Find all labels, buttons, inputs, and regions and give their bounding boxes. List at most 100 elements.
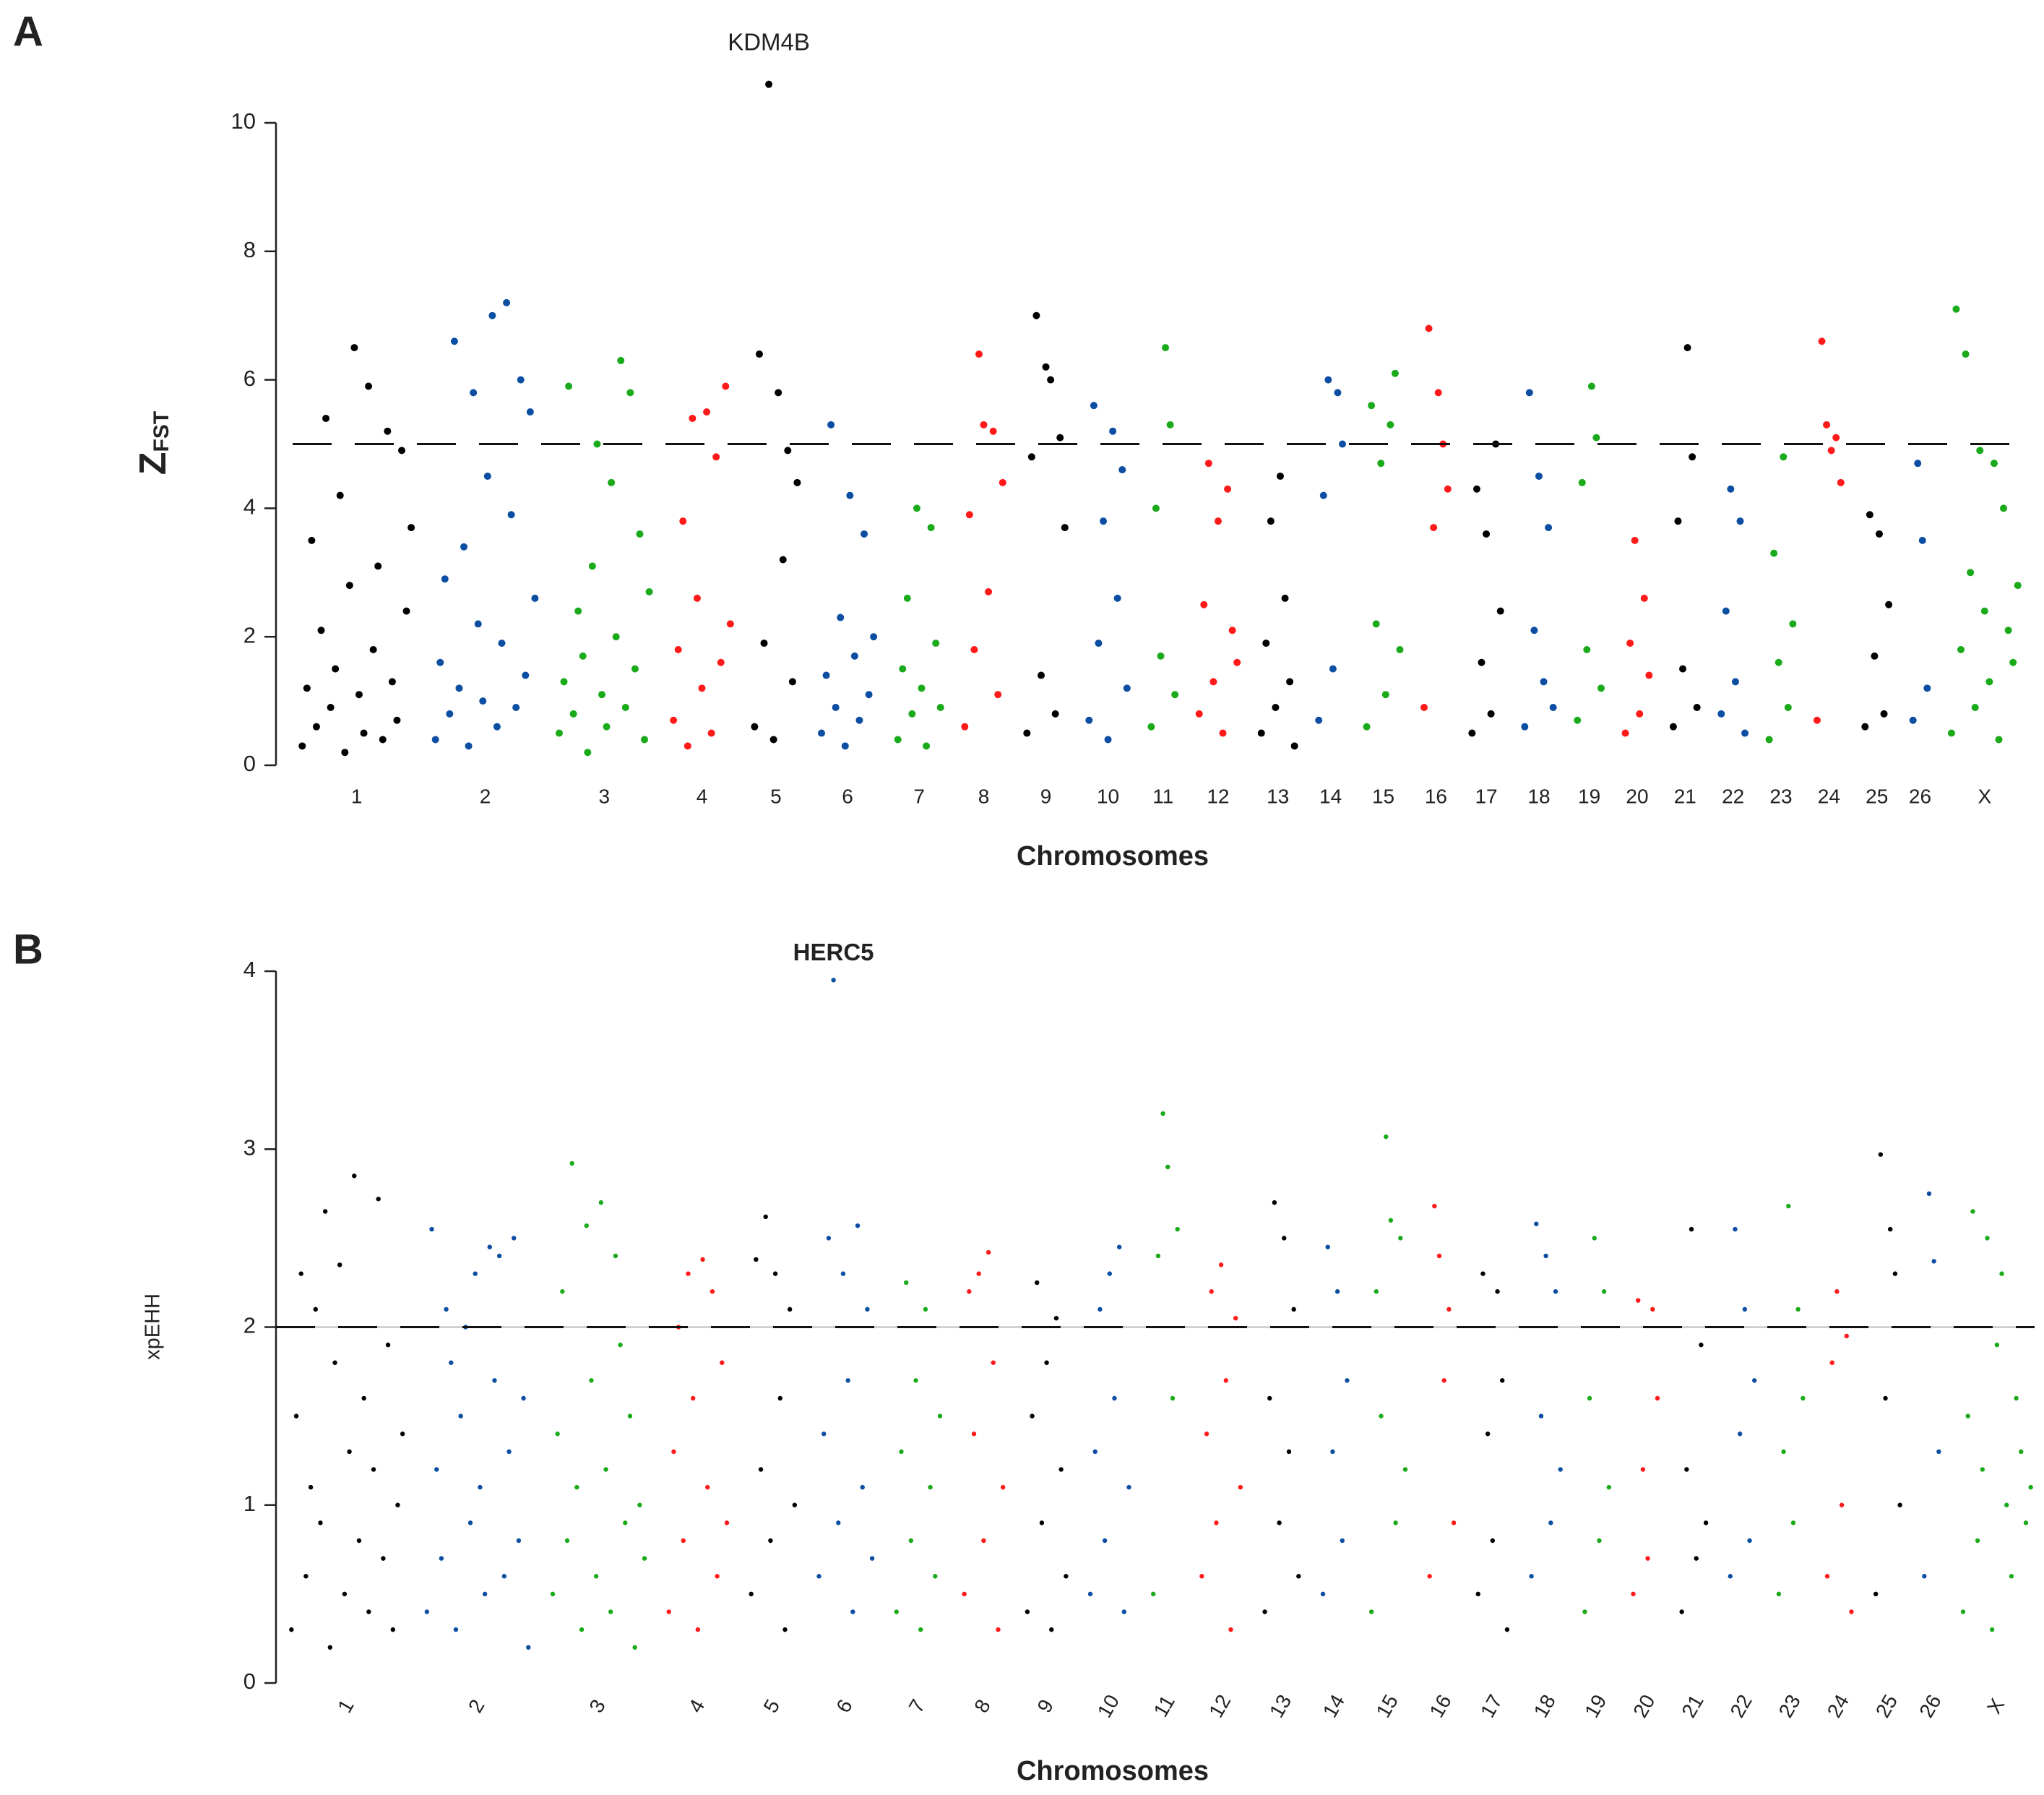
snp-point [1645,671,1653,679]
snp-point [1444,485,1452,493]
snp-point [1737,1432,1743,1437]
snp-point [598,691,606,699]
snp-point [690,1395,696,1401]
snp-point [1558,1467,1563,1472]
snp-point [1775,658,1782,666]
snp-point [1224,485,1232,493]
snp-point [1878,1152,1884,1157]
snp-point [1952,305,1960,313]
snp-point [308,1484,314,1490]
snp-point [449,1360,454,1365]
x-tick-label: 12 [1207,785,1229,807]
snp-point [679,517,687,525]
snp-point [1548,1520,1553,1525]
snp-point [765,80,773,88]
snp-point [681,1538,686,1544]
snp-point [1965,1413,1970,1419]
snp-point [1967,569,1975,577]
snp-point [424,1609,430,1614]
snp-point [574,607,582,615]
snp-point [1102,1538,1108,1544]
snp-point [1999,1271,2004,1276]
snp-point [1147,723,1155,731]
snp-point [1975,1538,1980,1544]
snp-point [981,1538,986,1544]
snp-point [1587,382,1595,390]
snp-point [1674,517,1682,525]
snp-point [1801,1395,1806,1401]
snp-point [1056,434,1064,442]
snp-point [608,1609,613,1614]
snp-point [1947,729,1955,737]
snp-point [1485,1432,1491,1437]
snp-point [2004,627,2012,634]
x-tick-label: 17 [1476,1691,1506,1721]
snp-point [1839,1502,1845,1507]
snp-point [1689,453,1696,461]
snp-point [1315,716,1323,724]
snp-point [961,723,969,731]
snp-point [402,607,410,615]
snp-point [1699,1342,1704,1348]
snp-point [645,587,653,595]
x-tick-label: 3 [585,1695,610,1716]
snp-point [769,736,777,744]
panel-letter: A [13,8,43,55]
snp-point [1200,601,1208,608]
snp-point [1276,472,1284,480]
snp-point [1042,363,1050,371]
snp-point [1496,607,1504,615]
snp-point [1282,1236,1287,1241]
y-axis-label: xpEHH [142,1293,165,1360]
snp-point [1583,645,1591,653]
snp-point [1374,1289,1379,1294]
snp-point [965,511,973,519]
snp-point [976,1271,981,1276]
snp-point [1970,1209,1975,1214]
snp-point [2028,1484,2033,1490]
snp-point [560,1289,565,1294]
snp-point [1434,389,1442,397]
snp-point [1789,620,1797,628]
snp-point [1495,1289,1500,1294]
snp-point [613,1253,618,1259]
snp-point [1832,434,1840,442]
snp-point [1468,729,1476,737]
snp-point [1731,678,1739,686]
snp-point [436,658,444,666]
snp-point [1786,1203,1791,1209]
snp-point [1396,645,1404,653]
snp-point [980,421,988,429]
snp-point [962,1591,967,1597]
snp-point [1286,678,1294,686]
snp-point [2019,1449,2024,1455]
snp-point [507,511,515,519]
snp-point [2004,1502,2009,1507]
x-tick-label: 24 [1818,785,1840,807]
snp-point [1824,1574,1830,1579]
snp-point [1849,1609,1854,1614]
snp-point [1936,1449,1941,1455]
snp-point [1324,376,1332,384]
snp-point [860,1484,865,1490]
snp-point [1606,1484,1612,1490]
snp-point [772,1271,778,1276]
snp-point [1157,652,1165,660]
y-tick-label: 3 [243,1135,256,1160]
snp-point [1064,1574,1069,1579]
x-tick-label: X [1983,1695,2009,1718]
snp-point [1587,1395,1592,1401]
snp-point [707,729,715,737]
snp-point [710,1289,715,1294]
snp-point [429,1226,434,1232]
snp-point [407,524,415,532]
peak-annotation: HERC5 [793,939,874,965]
snp-point [1530,627,1538,634]
snp-point [2014,582,2022,590]
y-tick-label: 8 [243,237,256,262]
snp-point [894,1609,899,1614]
snp-point [1994,1342,2000,1348]
snp-point [560,678,568,686]
snp-point [1446,1307,1452,1312]
snp-point [1540,678,1548,686]
